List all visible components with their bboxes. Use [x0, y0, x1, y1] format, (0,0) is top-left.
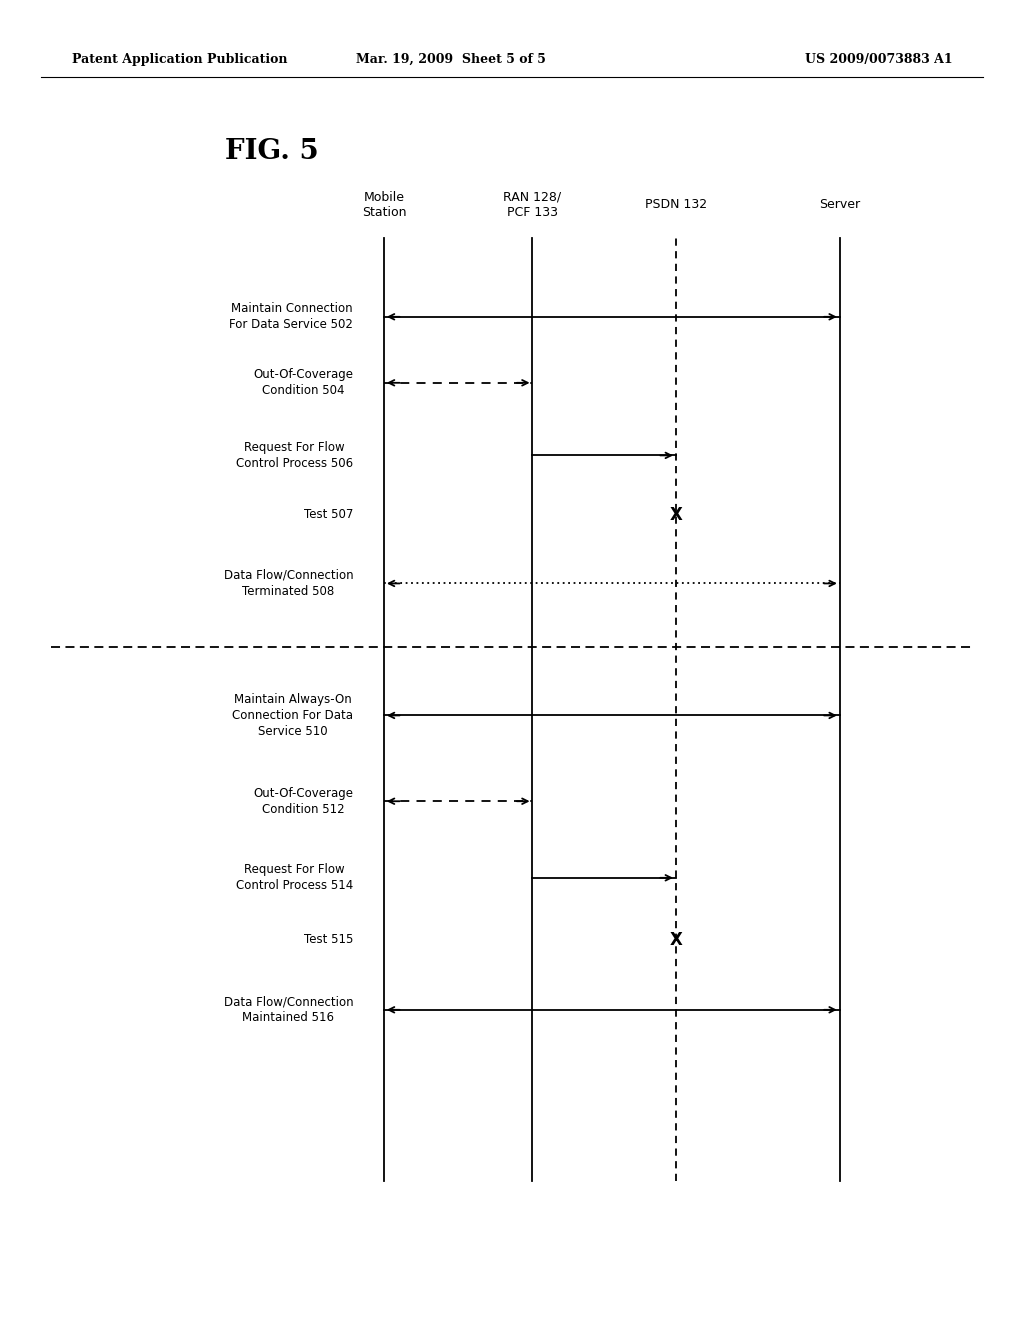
- Text: Request For Flow
Control Process 506: Request For Flow Control Process 506: [237, 441, 353, 470]
- Text: RAN 128/
PCF 133: RAN 128/ PCF 133: [504, 190, 561, 219]
- Text: Server: Server: [819, 198, 860, 211]
- Text: Request For Flow
Control Process 514: Request For Flow Control Process 514: [236, 863, 353, 892]
- Text: Data Flow/Connection
Maintained 516: Data Flow/Connection Maintained 516: [223, 995, 353, 1024]
- Text: PSDN 132: PSDN 132: [645, 198, 707, 211]
- Text: Data Flow/Connection
Terminated 508: Data Flow/Connection Terminated 508: [223, 569, 353, 598]
- Text: FIG. 5: FIG. 5: [225, 139, 319, 165]
- Text: Out-Of-Coverage
Condition 504: Out-Of-Coverage Condition 504: [253, 368, 353, 397]
- Text: Out-Of-Coverage
Condition 512: Out-Of-Coverage Condition 512: [253, 787, 353, 816]
- Text: X: X: [670, 506, 682, 524]
- Text: Test 515: Test 515: [304, 933, 353, 946]
- Text: Mobile
Station: Mobile Station: [361, 190, 407, 219]
- Text: Test 507: Test 507: [304, 508, 353, 521]
- Text: Patent Application Publication: Patent Application Publication: [72, 53, 287, 66]
- Text: Mar. 19, 2009  Sheet 5 of 5: Mar. 19, 2009 Sheet 5 of 5: [355, 53, 546, 66]
- Text: Maintain Connection
For Data Service 502: Maintain Connection For Data Service 502: [229, 302, 353, 331]
- Text: Maintain Always-On
Connection For Data
Service 510: Maintain Always-On Connection For Data S…: [232, 693, 353, 738]
- Text: US 2009/0073883 A1: US 2009/0073883 A1: [805, 53, 952, 66]
- Text: X: X: [670, 931, 682, 949]
